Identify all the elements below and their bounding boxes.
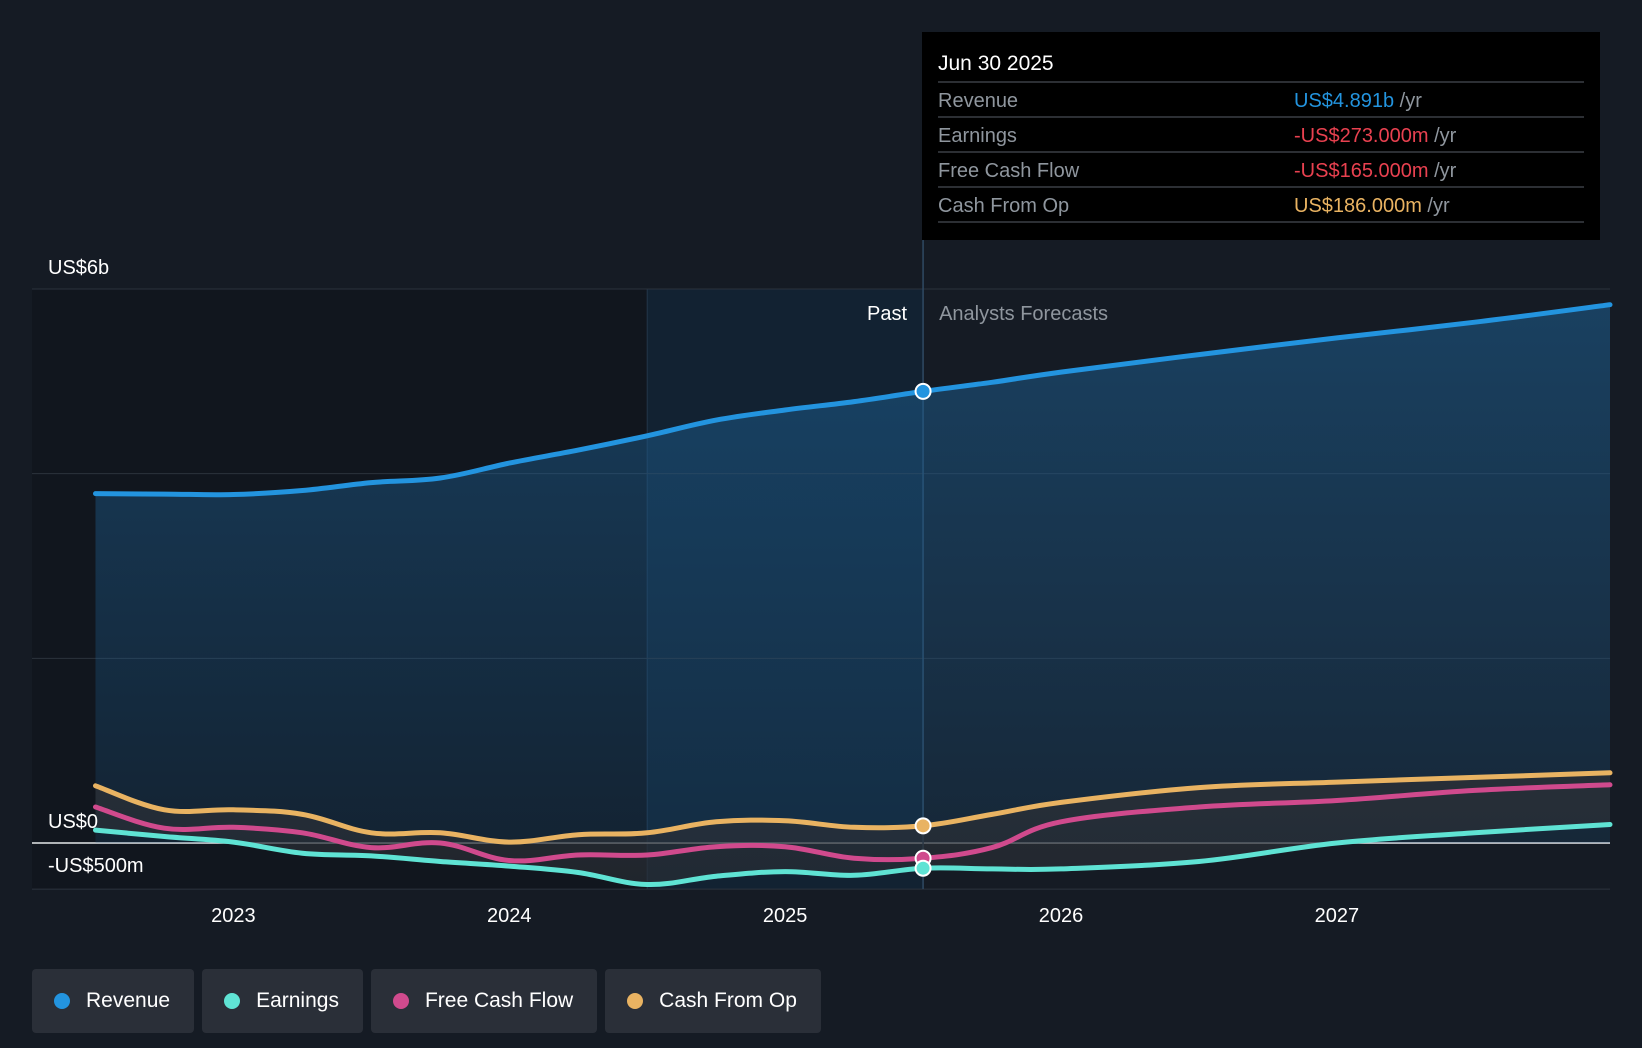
tooltip-row-value: -US$165.000m /yr: [1294, 160, 1457, 182]
revenue-area: [95, 304, 1610, 843]
series-lines: [93, 302, 1613, 888]
legend-item-revenue[interactable]: Revenue: [32, 969, 195, 1033]
hover-markers: [914, 382, 932, 877]
tooltip-date: Jun 30 2025: [938, 52, 1054, 75]
legend-dot-icon: [224, 993, 241, 1009]
revenue-line: [93, 302, 1613, 498]
legend-dot-icon: [392, 993, 409, 1009]
axis-text: US$6b US$0 -US$500m 2023 2024 2025 2026 2027 Pas…: [48, 257, 1359, 927]
tooltip-row-name: Free Cash Flow: [938, 160, 1080, 182]
legend-item-free-cash-flow[interactable]: Free Cash Flow: [370, 969, 598, 1033]
legend-label: Earnings: [256, 989, 339, 1012]
tooltip-row-name: Cash From Op: [938, 195, 1069, 217]
legend: Revenue Earnings Free Cash Flow Cash From O…: [32, 969, 821, 1033]
y-axis-label-zero: US$0: [48, 811, 98, 833]
revenue-marker[interactable]: [914, 382, 932, 400]
tooltip: Jun 30 2025 Revenue US$4.891b /yr Earnings -…: [922, 32, 1600, 240]
legend-item-earnings[interactable]: Earnings: [202, 969, 363, 1033]
tooltip-box: [922, 32, 1600, 240]
legend-dot-icon: [54, 993, 70, 1009]
legend-label: Revenue: [86, 989, 171, 1012]
forecast-label: Analysts Forecasts: [939, 303, 1108, 325]
tooltip-row-value: US$186.000m /yr: [1294, 195, 1450, 217]
tooltip-row-name: Revenue: [938, 90, 1018, 112]
y-axis-label-max: US$6b: [48, 257, 109, 279]
x-tick-label: 2025: [763, 905, 808, 927]
x-tick-label: 2026: [1039, 905, 1084, 927]
earnings-line: [93, 822, 1613, 888]
x-tick-label: 2027: [1315, 905, 1360, 927]
tooltip-row-value: US$4.891b /yr: [1294, 90, 1422, 112]
legend-item-cash-from-op[interactable]: Cash From Op: [605, 969, 821, 1033]
legend-label: Free Cash Flow: [424, 989, 574, 1012]
tooltip-row-value: -US$273.000m /yr: [1294, 125, 1457, 147]
cash-from-op-line: [93, 770, 1613, 845]
x-tick-label: 2023: [211, 905, 256, 927]
legend-label: Cash From Op: [659, 989, 797, 1012]
past-label: Past: [867, 303, 907, 325]
y-axis-label-min: -US$500m: [48, 855, 144, 877]
x-tick-label: 2024: [487, 905, 532, 927]
free-cash-flow-line: [93, 782, 1613, 864]
tooltip-row-name: Earnings: [938, 125, 1017, 147]
legend-dot-icon: [627, 993, 644, 1009]
earnings-marker[interactable]: [914, 859, 932, 877]
cash-from-op-marker[interactable]: [914, 817, 932, 835]
